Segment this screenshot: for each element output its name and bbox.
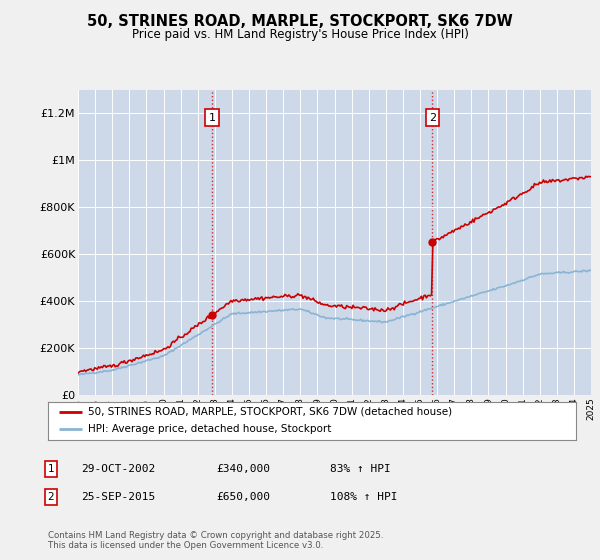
Text: HPI: Average price, detached house, Stockport: HPI: Average price, detached house, Stoc… [88,424,331,435]
Text: 50, STRINES ROAD, MARPLE, STOCKPORT, SK6 7DW: 50, STRINES ROAD, MARPLE, STOCKPORT, SK6… [87,14,513,29]
Text: 50, STRINES ROAD, MARPLE, STOCKPORT, SK6 7DW (detached house): 50, STRINES ROAD, MARPLE, STOCKPORT, SK6… [88,407,452,417]
Text: 2: 2 [47,492,55,502]
Text: 2: 2 [429,113,436,123]
Text: Price paid vs. HM Land Registry's House Price Index (HPI): Price paid vs. HM Land Registry's House … [131,28,469,41]
Text: 83% ↑ HPI: 83% ↑ HPI [330,464,391,474]
Text: £340,000: £340,000 [216,464,270,474]
Text: 1: 1 [208,113,215,123]
Text: 108% ↑ HPI: 108% ↑ HPI [330,492,398,502]
Text: £650,000: £650,000 [216,492,270,502]
Text: 29-OCT-2002: 29-OCT-2002 [81,464,155,474]
Text: 1: 1 [47,464,55,474]
Text: Contains HM Land Registry data © Crown copyright and database right 2025.
This d: Contains HM Land Registry data © Crown c… [48,531,383,550]
Text: 25-SEP-2015: 25-SEP-2015 [81,492,155,502]
